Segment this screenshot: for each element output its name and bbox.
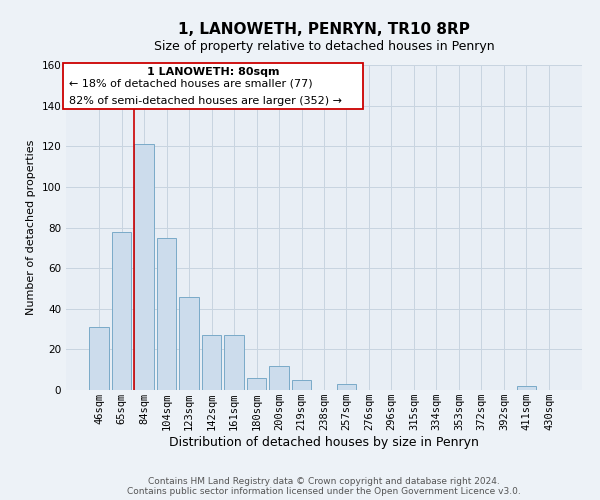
Bar xyxy=(292,380,311,390)
Bar xyxy=(89,327,109,390)
Bar xyxy=(157,238,176,390)
Bar xyxy=(224,335,244,390)
Text: ← 18% of detached houses are smaller (77): ← 18% of detached houses are smaller (77… xyxy=(68,79,312,89)
Bar xyxy=(337,384,356,390)
Bar xyxy=(179,296,199,390)
Bar xyxy=(269,366,289,390)
Y-axis label: Number of detached properties: Number of detached properties xyxy=(26,140,36,315)
Text: 1, LANOWETH, PENRYN, TR10 8RP: 1, LANOWETH, PENRYN, TR10 8RP xyxy=(178,22,470,38)
Bar xyxy=(112,232,131,390)
Bar xyxy=(134,144,154,390)
Bar xyxy=(202,335,221,390)
Text: Contains HM Land Registry data © Crown copyright and database right 2024.: Contains HM Land Registry data © Crown c… xyxy=(148,476,500,486)
Text: 82% of semi-detached houses are larger (352) →: 82% of semi-detached houses are larger (… xyxy=(68,96,341,106)
X-axis label: Distribution of detached houses by size in Penryn: Distribution of detached houses by size … xyxy=(169,436,479,449)
Text: Contains public sector information licensed under the Open Government Licence v3: Contains public sector information licen… xyxy=(127,486,521,496)
Bar xyxy=(247,378,266,390)
Bar xyxy=(517,386,536,390)
FancyBboxPatch shape xyxy=(64,64,362,109)
Text: 1 LANOWETH: 80sqm: 1 LANOWETH: 80sqm xyxy=(147,66,280,76)
Text: Size of property relative to detached houses in Penryn: Size of property relative to detached ho… xyxy=(154,40,494,53)
